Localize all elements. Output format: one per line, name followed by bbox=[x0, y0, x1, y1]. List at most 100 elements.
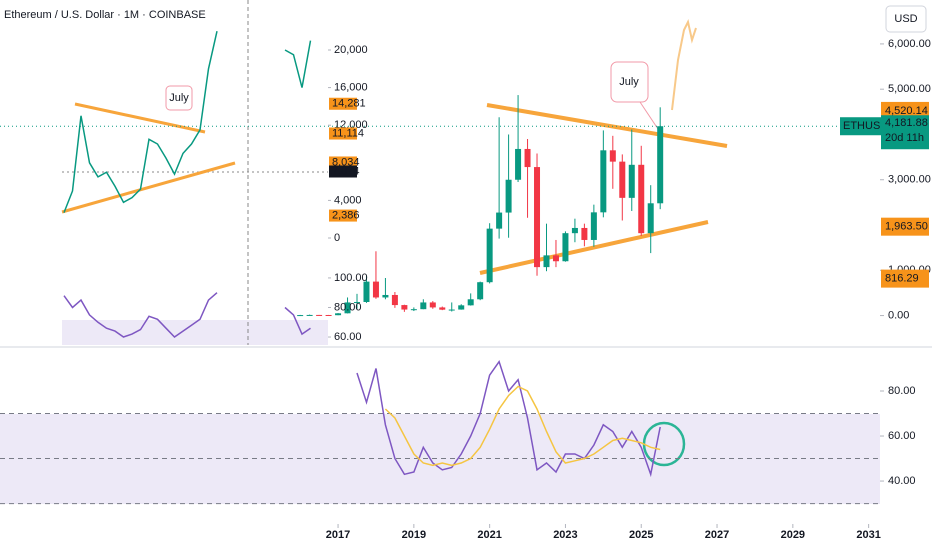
candle-body bbox=[534, 167, 541, 268]
candle-body bbox=[647, 203, 654, 234]
symbol-tag bbox=[840, 117, 881, 136]
candle-body bbox=[505, 179, 512, 213]
candle-body bbox=[429, 302, 436, 308]
candle-body bbox=[657, 126, 664, 204]
currency-button[interactable] bbox=[885, 5, 927, 33]
candle-body bbox=[325, 314, 332, 316]
candle-body bbox=[562, 233, 569, 262]
candle-body bbox=[543, 255, 550, 268]
projection bbox=[671, 19, 697, 111]
candle-body bbox=[609, 150, 616, 162]
inset-y-tick-label: 100.00 bbox=[334, 272, 368, 284]
countdown-label: 20d 11h bbox=[885, 132, 924, 144]
candle-body bbox=[600, 150, 607, 213]
candle-body bbox=[439, 307, 446, 310]
y-tick-label: 5,000.00 bbox=[888, 83, 931, 95]
y-tick-label: 80.00 bbox=[888, 385, 916, 397]
price-label: 1,963.50 bbox=[885, 221, 928, 233]
price-label: 816.29 bbox=[885, 273, 919, 285]
inset-y-tick-label: 0 bbox=[334, 232, 340, 244]
rsi-line bbox=[384, 385, 661, 467]
inset-annotation: July bbox=[169, 92, 189, 104]
x-tick-label: 2019 bbox=[402, 529, 426, 541]
candle-body bbox=[410, 309, 417, 311]
candle-body bbox=[420, 302, 427, 310]
candle-body bbox=[496, 212, 503, 229]
candle-body bbox=[391, 294, 398, 306]
trendline bbox=[486, 103, 728, 148]
x-tick-label: 2025 bbox=[629, 529, 653, 541]
inset-y-tick-label: 20,000 bbox=[334, 44, 368, 56]
candles bbox=[297, 95, 664, 317]
chart-title: Ethereum / U.S. Dollar · 1M · COINBASE bbox=[4, 9, 206, 21]
inset-rsi-band bbox=[62, 320, 328, 345]
candle-body bbox=[297, 315, 304, 317]
candle-body bbox=[515, 148, 522, 180]
candle-body bbox=[524, 148, 531, 168]
price-label-box bbox=[881, 217, 929, 236]
candle-body bbox=[552, 255, 559, 262]
inset-price-label-box bbox=[329, 97, 357, 110]
candle-body bbox=[306, 314, 313, 316]
candle-body bbox=[486, 228, 493, 283]
y-tick-label: 40.00 bbox=[888, 475, 916, 487]
symbol-label: ETHUSD bbox=[843, 120, 888, 132]
inset-price-label-box bbox=[329, 165, 357, 178]
inset-y-tick-label: 60.00 bbox=[334, 331, 362, 343]
inset-price-label: 8,034 bbox=[332, 156, 360, 168]
inset-price-label-box bbox=[329, 156, 357, 169]
last-price-label: 4,181.88 bbox=[885, 117, 928, 129]
candle-body bbox=[477, 282, 484, 300]
y-tick-label: 6,000.00 bbox=[888, 38, 931, 50]
candle-body bbox=[401, 305, 408, 310]
candle-body bbox=[335, 313, 342, 316]
rsi-line bbox=[356, 360, 661, 478]
inset-price-label-box bbox=[329, 209, 357, 222]
last-price-box bbox=[881, 115, 929, 150]
inset-price-label-box bbox=[329, 127, 357, 140]
candle-body bbox=[571, 227, 578, 234]
x-tick-label: 2031 bbox=[856, 529, 880, 541]
inset-price-label: 14,281 bbox=[332, 98, 366, 110]
candle-body bbox=[581, 227, 588, 240]
x-tick-label: 2027 bbox=[705, 529, 729, 541]
inset-price-label: 7,074 bbox=[332, 165, 360, 177]
candle-body bbox=[628, 164, 635, 198]
annotation: July bbox=[619, 76, 639, 88]
y-tick-label: 0.00 bbox=[888, 309, 909, 321]
candle-body bbox=[448, 309, 455, 311]
price-label-box bbox=[881, 269, 929, 288]
candle-body bbox=[458, 305, 465, 310]
x-tick-label: 2021 bbox=[477, 529, 501, 541]
trendline bbox=[479, 220, 709, 275]
callout-pointer bbox=[639, 101, 661, 133]
candle-body bbox=[619, 161, 626, 198]
currency-button-label[interactable]: USD bbox=[894, 13, 917, 25]
inset-callout bbox=[165, 85, 193, 111]
x-tick-label: 2017 bbox=[326, 529, 350, 541]
x-tick-label: 2023 bbox=[553, 529, 577, 541]
y-tick-label: 3,000.00 bbox=[888, 174, 931, 186]
candle-body bbox=[354, 301, 361, 303]
inset-price-label: 2,386 bbox=[332, 209, 360, 221]
x-tick-label: 2029 bbox=[781, 529, 805, 541]
callout bbox=[610, 61, 649, 103]
inset-trendline bbox=[74, 102, 206, 134]
candle-body bbox=[382, 294, 389, 298]
candle-body bbox=[372, 281, 379, 298]
inset-rsi-line bbox=[63, 292, 311, 338]
price-label: 4,520.14 bbox=[885, 105, 928, 117]
candle-body bbox=[363, 281, 370, 302]
y-tick-label: 60.00 bbox=[888, 430, 916, 442]
candle-body bbox=[638, 164, 645, 234]
candle-body bbox=[467, 299, 474, 306]
candle-body bbox=[344, 302, 351, 314]
candle-body bbox=[316, 314, 323, 316]
inset-price-label: 11,114 bbox=[332, 127, 364, 139]
inset-price-line bbox=[63, 31, 312, 213]
inset-y-tick-label: 80.00 bbox=[334, 301, 362, 313]
inset-trendline bbox=[61, 161, 236, 214]
candle-body bbox=[590, 212, 597, 240]
